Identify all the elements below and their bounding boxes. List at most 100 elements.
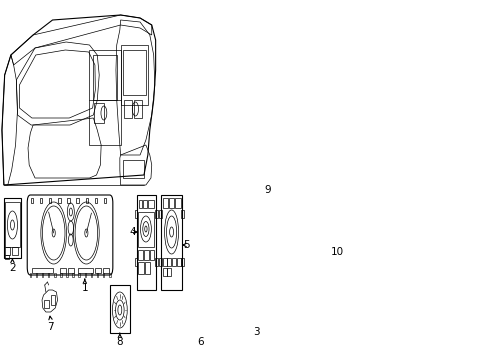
Bar (29, 273, 31, 277)
Bar (177, 258, 181, 266)
Bar (155, 258, 157, 266)
Bar (192, 288, 200, 308)
Bar (144, 262, 150, 274)
Bar (54, 273, 56, 277)
Bar (270, 175, 273, 225)
Bar (32, 268, 53, 273)
Bar (237, 307, 243, 321)
Bar (143, 200, 147, 208)
Text: 8: 8 (116, 337, 123, 347)
Bar (202, 313, 204, 319)
Bar (58, 198, 61, 203)
Bar (230, 290, 236, 304)
Bar (60, 268, 66, 273)
Bar (159, 258, 162, 266)
Bar (138, 262, 143, 274)
Bar (76, 198, 79, 203)
Bar (122, 160, 143, 178)
Bar (89, 50, 121, 145)
Bar (272, 168, 328, 172)
Bar (134, 100, 142, 118)
Bar (230, 307, 236, 321)
Bar (274, 182, 322, 284)
Bar (210, 308, 213, 320)
Bar (244, 169, 250, 183)
Text: 7: 7 (47, 322, 54, 332)
Bar (172, 258, 176, 266)
Bar (60, 273, 61, 277)
Bar (12, 247, 18, 255)
Bar (242, 165, 262, 213)
Text: 6: 6 (197, 337, 203, 347)
Bar (72, 273, 74, 277)
Bar (49, 198, 51, 203)
Bar (272, 292, 328, 332)
Bar (252, 290, 258, 304)
Text: 4: 4 (129, 227, 135, 237)
Bar (290, 296, 296, 308)
Bar (197, 313, 200, 319)
Text: 10: 10 (330, 247, 343, 257)
Bar (205, 313, 208, 319)
Bar (163, 268, 166, 276)
Bar (95, 198, 97, 203)
Bar (149, 250, 154, 260)
Bar (244, 200, 248, 208)
Bar (274, 296, 280, 308)
Bar (161, 195, 182, 290)
Bar (5, 247, 10, 255)
Bar (135, 258, 137, 266)
Bar (4, 198, 21, 258)
Bar (270, 165, 330, 335)
Bar (191, 285, 208, 333)
Bar (155, 210, 157, 218)
Bar (163, 198, 168, 208)
Bar (175, 198, 180, 208)
Bar (244, 290, 250, 304)
Bar (159, 210, 162, 218)
Bar (109, 273, 110, 277)
Bar (97, 273, 98, 277)
Bar (282, 296, 288, 308)
Bar (138, 212, 153, 247)
Bar (138, 200, 142, 208)
Text: 3: 3 (253, 327, 260, 337)
Bar (95, 268, 101, 273)
Bar (103, 268, 109, 273)
Bar (5, 202, 20, 247)
Bar (192, 311, 207, 329)
Bar (138, 250, 142, 260)
Bar (43, 300, 49, 308)
Bar (122, 50, 145, 95)
Bar (50, 295, 55, 305)
Bar (244, 169, 261, 207)
Bar (213, 285, 255, 330)
Bar (31, 198, 33, 203)
Bar (215, 290, 221, 304)
Bar (298, 296, 305, 308)
Bar (41, 273, 43, 277)
Bar (102, 273, 104, 277)
Bar (123, 100, 131, 118)
Bar (84, 273, 86, 277)
Bar (78, 268, 93, 273)
Bar (147, 200, 153, 208)
Bar (223, 307, 228, 321)
Bar (103, 198, 106, 203)
Bar (163, 258, 166, 266)
Bar (36, 273, 37, 277)
Bar (94, 103, 103, 123)
Bar (168, 198, 174, 208)
Bar (193, 313, 196, 319)
Bar (181, 210, 184, 218)
Bar (92, 55, 117, 100)
Bar (78, 273, 80, 277)
Bar (85, 198, 88, 203)
Bar (68, 268, 74, 273)
Bar (121, 45, 147, 105)
Bar (143, 250, 148, 260)
Bar (215, 307, 221, 321)
Bar (40, 198, 42, 203)
Text: 5: 5 (183, 240, 190, 250)
Bar (135, 210, 137, 218)
